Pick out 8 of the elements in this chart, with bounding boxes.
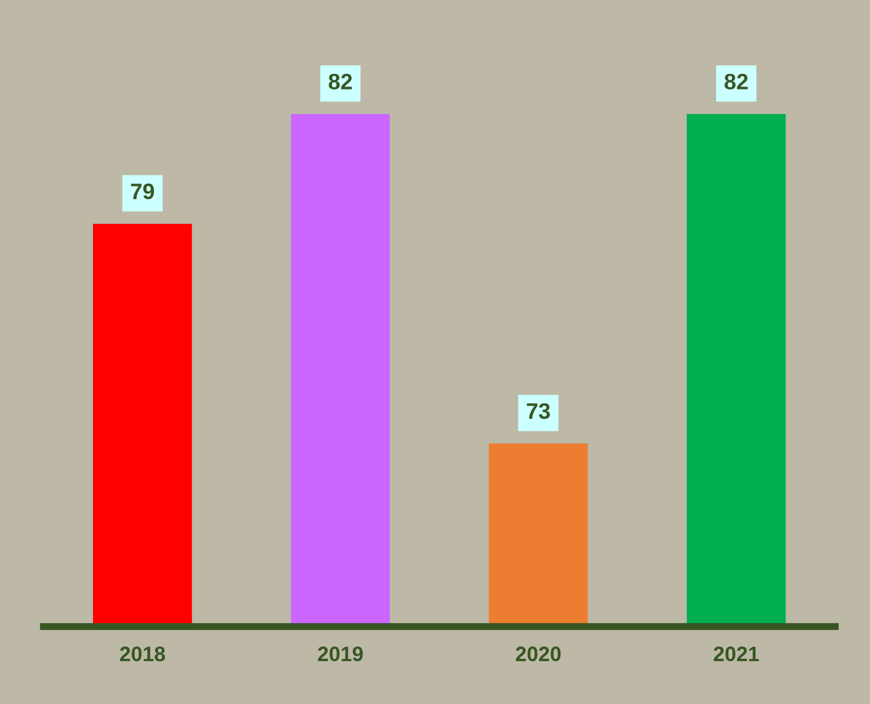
- x-tick-label: 2019: [318, 646, 363, 662]
- data-label: 73: [526, 403, 550, 419]
- data-label: 79: [131, 184, 154, 200]
- x-tick-label: 2021: [714, 646, 759, 662]
- data-label: 82: [724, 74, 748, 90]
- x-tick-label: 2018: [120, 646, 165, 662]
- data-label: 82: [328, 74, 352, 90]
- x-tick-label: 2020: [516, 646, 561, 662]
